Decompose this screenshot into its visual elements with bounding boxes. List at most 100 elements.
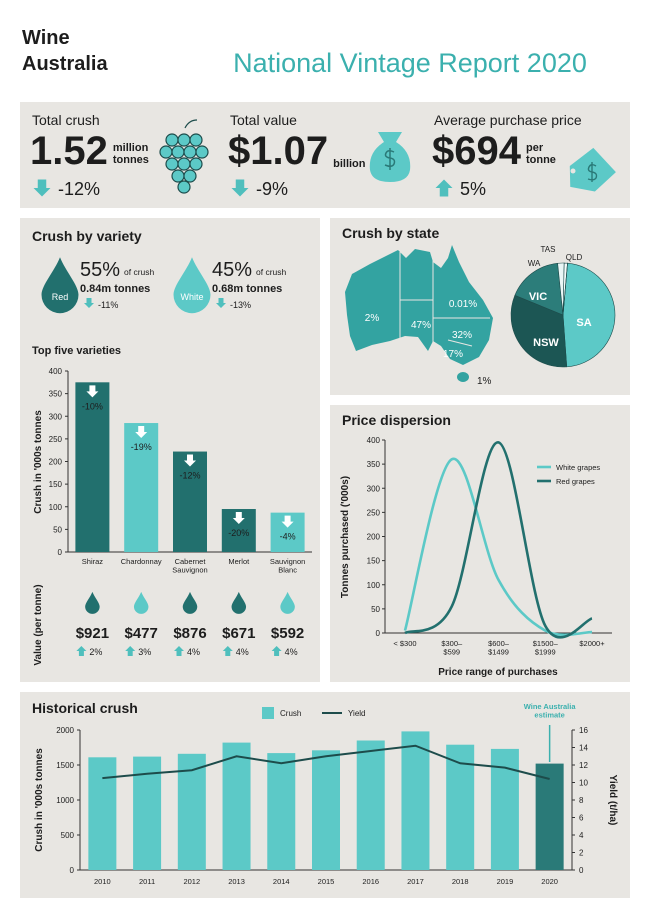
x-tick-label: 2018 <box>452 877 469 886</box>
change-arrow <box>86 385 99 398</box>
bar <box>401 731 430 870</box>
bar <box>222 742 251 870</box>
x-tick-label: Cabernet Sauvignon <box>172 557 207 574</box>
pie-label: QLD <box>566 253 583 262</box>
legend-label: White grapes <box>556 463 600 472</box>
chart-title: Price dispersion <box>342 412 451 428</box>
y-tick-label: 2000 <box>56 726 74 735</box>
y-tick-label: 100 <box>49 503 63 512</box>
bar <box>267 753 296 870</box>
kpi-change: 5% <box>460 179 486 199</box>
bar <box>124 423 159 552</box>
chart-title: Crush by state <box>342 225 439 241</box>
y-tick-label: 0 <box>70 866 75 875</box>
bar-change-label: -12% <box>179 471 200 481</box>
pie-label: VIC <box>529 291 547 303</box>
logo-line: Australia <box>22 53 108 75</box>
change-arrow <box>184 454 196 467</box>
y2-tick-label: 14 <box>579 744 588 753</box>
map-share-label: 32% <box>452 330 472 341</box>
pie-slice <box>510 294 568 368</box>
y2-tick-label: 10 <box>579 779 588 788</box>
bar <box>75 382 110 552</box>
pie-slice <box>562 262 568 316</box>
drop-icon <box>173 257 211 314</box>
drop-icon <box>41 257 79 314</box>
map-share-label: 0.01% <box>449 299 477 310</box>
y-tick-label: 50 <box>53 525 62 534</box>
change-arrow <box>76 646 87 656</box>
price-label: $671 <box>222 625 255 642</box>
map-share-label: 17% <box>443 349 463 360</box>
price-label: $477 <box>125 625 158 642</box>
x-tick-label: 2013 <box>228 877 245 886</box>
kpi-unit: million tonnes <box>113 142 149 166</box>
change-arrow <box>174 646 184 656</box>
x-tick-label: 2010 <box>94 877 111 886</box>
bar <box>173 451 207 552</box>
kpi-value: $694 <box>432 129 522 173</box>
kpi-label: Total crush <box>32 112 100 128</box>
variety-share: 55% <box>80 259 120 281</box>
kpi-value: 1.52 <box>30 129 108 173</box>
change-arrow <box>135 426 148 439</box>
change-arrow <box>232 512 245 525</box>
variety-note: of crush <box>256 267 287 277</box>
kpi-label: Total value <box>230 112 297 128</box>
y-tick-label: 0 <box>58 548 63 557</box>
y-tick-label: 200 <box>49 458 63 467</box>
y-tick-label: 250 <box>367 508 381 517</box>
variety-tonnes: 0.68m tonnes <box>212 283 282 295</box>
drop-icon <box>85 591 100 614</box>
chart-title: Historical crush <box>32 700 138 716</box>
x-tick-label: Merlot <box>228 557 250 566</box>
x-tick-label: 2014 <box>273 877 290 886</box>
x-tick-label: Chardonnay <box>121 557 162 566</box>
kpi-unit: billion <box>333 158 366 170</box>
price-change: 4% <box>236 647 249 657</box>
y2-tick-label: 4 <box>579 831 584 840</box>
legend-label: Yield <box>348 709 366 718</box>
change-arrow <box>84 298 94 308</box>
drop-icon <box>280 591 295 614</box>
bar <box>356 740 385 870</box>
y2-tick-label: 2 <box>579 849 584 858</box>
panel-title: Crush by variety <box>32 228 142 244</box>
map-share-label: 1% <box>477 376 492 387</box>
price-label: $876 <box>173 625 206 642</box>
y-tick-label: 100 <box>367 581 381 590</box>
pie-label: NSW <box>533 337 559 349</box>
x-tick-label: 2011 <box>139 877 155 886</box>
y2-tick-label: 16 <box>579 726 588 735</box>
map-share-label: 2% <box>365 313 380 324</box>
y-tick-label: 500 <box>61 831 75 840</box>
kpi-change: -12% <box>58 179 100 199</box>
x-tick-label: 2017 <box>407 877 424 886</box>
y-axis-label: Crush in '000s tonnes <box>34 748 45 852</box>
legend-label: Red grapes <box>556 477 595 486</box>
australia-map <box>345 245 493 382</box>
x-tick-label: $1500– $1999 <box>533 639 559 656</box>
page-title: National Vintage Report 2020 <box>233 48 587 78</box>
drop-label: White <box>180 292 203 302</box>
y-axis-label: Tonnes purchased ('000s) <box>340 476 351 598</box>
bar-change-label: -10% <box>82 401 103 411</box>
x-axis-label: Price range of purchases <box>438 667 558 678</box>
y-tick-label: 350 <box>49 390 63 399</box>
pie-label: WA <box>528 259 541 268</box>
y-tick-label: 200 <box>367 533 381 542</box>
drop-icon <box>182 591 198 614</box>
drop-icon <box>133 591 149 614</box>
x-tick-label: $300– $599 <box>441 639 463 656</box>
y-tick-label: 1000 <box>56 796 74 805</box>
y-tick-label: 300 <box>49 412 63 421</box>
kpi-label: Average purchase price <box>434 112 582 128</box>
change-arrow <box>435 179 453 197</box>
kpi-unit: per tonne <box>526 142 556 166</box>
bar-change-label: -4% <box>280 532 296 542</box>
y-tick-label: 150 <box>49 480 63 489</box>
x-tick-label: 2020 <box>541 877 558 886</box>
price-change: 2% <box>89 647 102 657</box>
price-tag-icon <box>569 147 616 192</box>
